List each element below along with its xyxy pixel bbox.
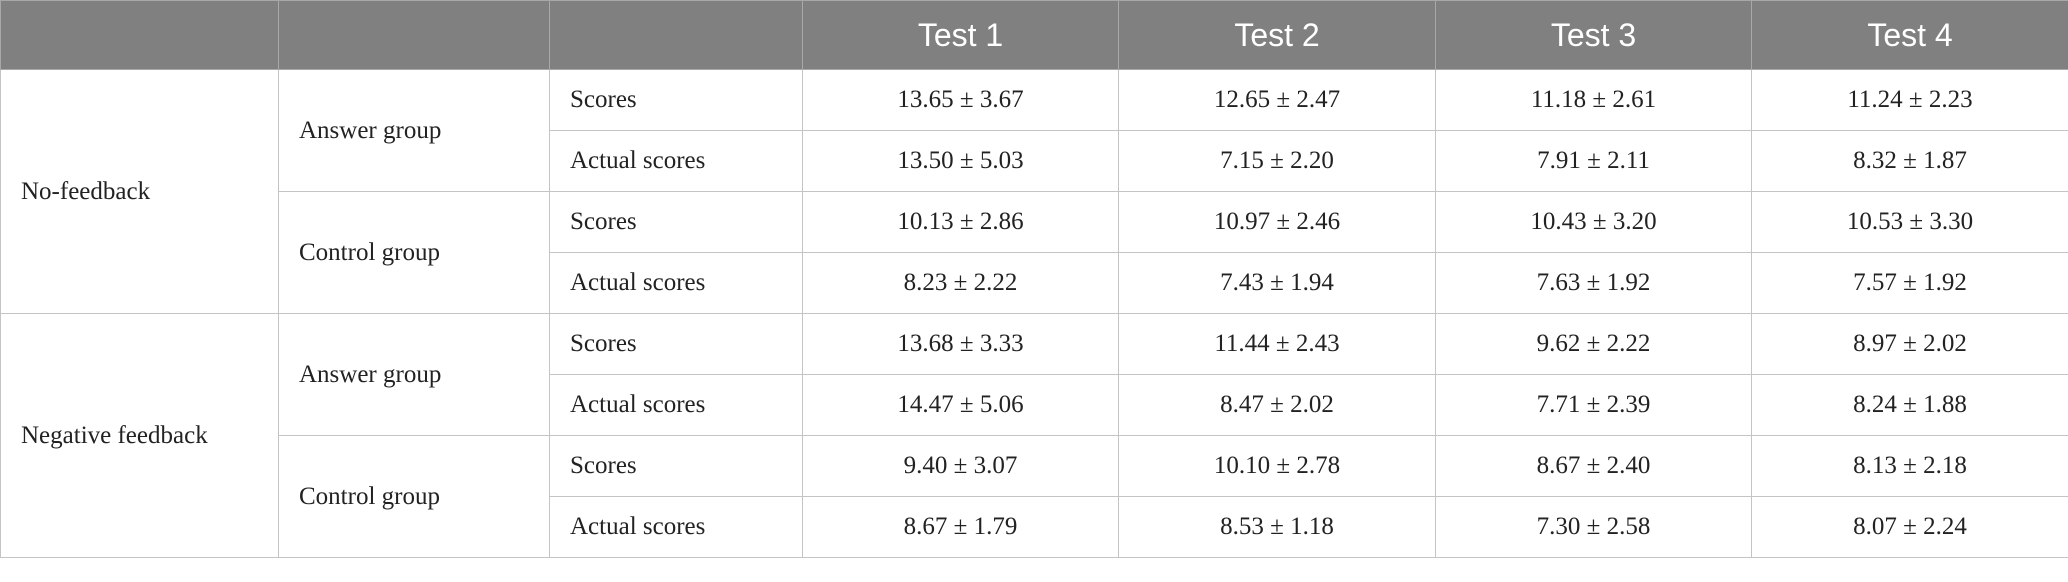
measure-cell: Scores (549, 313, 803, 375)
value-cell: 10.10 ± 2.78 (1118, 435, 1436, 497)
value-cell: 7.91 ± 2.11 (1435, 130, 1752, 192)
value-cell: 8.47 ± 2.02 (1118, 374, 1436, 436)
value-cell: 13.68 ± 3.33 (802, 313, 1119, 375)
table-row: Control group Scores 9.40 ± 3.07 10.10 ± 2.… (1, 435, 2068, 558)
table-row: Actual scores 8.67 ± 1.79 8.53 ± 1.18 7.30 … (1, 496, 2068, 558)
table-body: No-feedback Answer group Scores 13.65 ± 3.6… (0, 69, 2068, 558)
measure-cell: Scores (549, 435, 803, 497)
value-cell: 7.71 ± 2.39 (1435, 374, 1752, 436)
value-cell: 8.07 ± 2.24 (1751, 496, 2068, 558)
value-cell: 9.40 ± 3.07 (802, 435, 1119, 497)
test-header: Test 1 (802, 0, 1119, 70)
table-row: Actual scores 8.23 ± 2.22 7.43 ± 1.94 7.63 … (1, 252, 2068, 314)
test-header: Test 3 (1435, 0, 1752, 70)
results-table: Test 1 Test 2 Test 3 Test 4 No-feedback Answ… (0, 0, 2068, 558)
value-cell: 8.13 ± 2.18 (1751, 435, 2068, 497)
test-header: Test 4 (1751, 0, 2068, 70)
group-cell: Answer group (278, 313, 550, 436)
value-cell: 10.13 ± 2.86 (802, 191, 1119, 253)
value-cell: 7.57 ± 1.92 (1751, 252, 2068, 314)
value-cell: 7.43 ± 1.94 (1118, 252, 1436, 314)
measure-cell: Actual scores (549, 374, 803, 436)
value-cell: 10.53 ± 3.30 (1751, 191, 2068, 253)
value-cell: 9.62 ± 2.22 (1435, 313, 1752, 375)
value-cell: 10.43 ± 3.20 (1435, 191, 1752, 253)
group-cell: Control group (278, 435, 550, 558)
measure-cell: Actual scores (549, 130, 803, 192)
table-row: Negative feedback Answer group Scores 13.68… (0, 313, 2068, 558)
value-cell: 11.24 ± 2.23 (1751, 69, 2068, 131)
header-cell (278, 0, 550, 70)
measure-cell: Scores (549, 69, 803, 131)
value-cell: 8.97 ± 2.02 (1751, 313, 2068, 375)
value-cell: 12.65 ± 2.47 (1118, 69, 1436, 131)
value-cell: 10.97 ± 2.46 (1118, 191, 1436, 253)
table-row: No-feedback Answer group Scores 13.65 ± 3.6… (0, 69, 2068, 314)
value-cell: 11.44 ± 2.43 (1118, 313, 1436, 375)
group-cell: Control group (278, 191, 550, 314)
value-cell: 8.67 ± 2.40 (1435, 435, 1752, 497)
value-cell: 7.15 ± 2.20 (1118, 130, 1436, 192)
value-cell: 13.50 ± 5.03 (802, 130, 1119, 192)
measure-cell: Scores (549, 191, 803, 253)
value-cell: 13.65 ± 3.67 (802, 69, 1119, 131)
condition-cell: No-feedback (0, 69, 279, 314)
value-cell: 8.23 ± 2.22 (802, 252, 1119, 314)
condition-cell: Negative feedback (0, 313, 279, 558)
test-header: Test 2 (1118, 0, 1436, 70)
header-cell (549, 0, 803, 70)
value-cell: 8.24 ± 1.88 (1751, 374, 2068, 436)
value-cell: 14.47 ± 5.06 (802, 374, 1119, 436)
value-cell: 8.67 ± 1.79 (802, 496, 1119, 558)
value-cell: 8.32 ± 1.87 (1751, 130, 2068, 192)
value-cell: 8.53 ± 1.18 (1118, 496, 1436, 558)
header-row: Test 1 Test 2 Test 3 Test 4 (0, 0, 2068, 70)
table-row: Actual scores 14.47 ± 5.06 8.47 ± 2.02 7.71… (1, 374, 2068, 436)
measure-cell: Actual scores (549, 252, 803, 314)
value-cell: 7.63 ± 1.92 (1435, 252, 1752, 314)
measure-cell: Actual scores (549, 496, 803, 558)
header-cell (0, 0, 279, 70)
value-cell: 11.18 ± 2.61 (1435, 69, 1752, 131)
table-row: Control group Scores 10.13 ± 2.86 10.97 ± 2… (1, 191, 2068, 314)
group-cell: Answer group (278, 69, 550, 192)
value-cell: 7.30 ± 2.58 (1435, 496, 1752, 558)
